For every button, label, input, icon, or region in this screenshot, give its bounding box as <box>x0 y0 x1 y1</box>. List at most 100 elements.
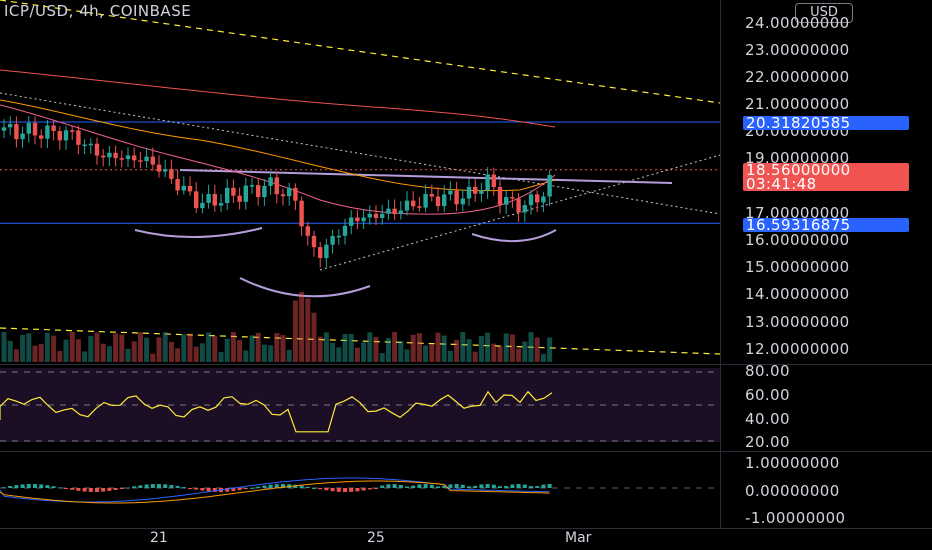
candle-body <box>138 160 143 162</box>
candle-body <box>442 194 447 207</box>
macd-axis-label: 0.00000000 <box>745 482 840 500</box>
macd-histogram-bar <box>516 484 521 488</box>
downtrend-line <box>0 0 721 104</box>
candle-body <box>349 217 354 226</box>
rsi-axis-label: 80.00 <box>745 362 790 380</box>
volume-bar <box>181 334 187 362</box>
candle-body <box>547 174 552 197</box>
current-price-tag: 18.56000000 03:41:48 <box>743 161 909 192</box>
macd-histogram-bar <box>51 486 56 488</box>
macd-histogram-bar <box>57 487 62 489</box>
volume-bar <box>311 312 317 362</box>
time-axis-separator <box>0 528 932 529</box>
candle-body <box>448 190 453 195</box>
volume-bar <box>243 350 249 362</box>
volume-bar <box>162 332 168 362</box>
volume-bar <box>20 334 26 362</box>
candle-body <box>262 185 267 198</box>
descending-dotted-line <box>0 92 721 215</box>
time-axis-label: Mar <box>565 530 592 546</box>
candle-body <box>491 174 496 188</box>
volume-bar <box>63 339 69 362</box>
pane-separator-macd[interactable] <box>0 451 932 452</box>
macd-histogram-bar <box>169 484 174 488</box>
volume-bar <box>94 332 100 362</box>
volume-bar <box>88 335 94 362</box>
candle-body <box>392 208 397 215</box>
volume-bar <box>137 332 143 362</box>
macd-histogram-bar <box>14 485 19 488</box>
candle-body <box>249 185 255 187</box>
interval-label[interactable]: 4h <box>79 2 100 20</box>
volume-bar <box>1 332 7 362</box>
price-label: 23.00000000 <box>745 41 850 59</box>
candle-body <box>156 164 162 172</box>
candle-body <box>398 210 403 215</box>
macd-histogram-bar <box>119 488 124 489</box>
candle-body <box>485 174 490 191</box>
candle-body <box>8 124 13 128</box>
candle-body <box>336 235 341 238</box>
volume-bar <box>268 345 274 362</box>
head-arc <box>239 277 371 298</box>
volume-bar <box>255 332 261 362</box>
symbol-header[interactable]: ICP/USD, 4h, COINBASE <box>4 2 192 20</box>
candle-body <box>541 196 546 203</box>
macd-histogram-bar <box>349 488 354 492</box>
macd-histogram-bar <box>361 488 366 491</box>
macd-histogram-bar <box>522 484 527 488</box>
macd-histogram-bar <box>126 487 130 489</box>
candle-body <box>361 217 366 222</box>
candle-body <box>82 144 87 147</box>
macd-histogram-bar <box>64 488 68 489</box>
candle-body <box>454 190 459 205</box>
macd-histogram-bar <box>473 485 478 488</box>
candle-body <box>287 187 292 197</box>
volume-bar <box>131 341 137 362</box>
volume-bar <box>460 332 466 362</box>
volume-bar <box>51 335 57 362</box>
candle-body <box>45 125 50 139</box>
volume-bar <box>478 336 484 362</box>
volume-bar <box>373 336 379 362</box>
macd-histogram-bar <box>547 484 552 488</box>
macd-histogram-bar <box>429 484 434 488</box>
candle-body <box>88 143 93 146</box>
volume-bar <box>38 344 44 362</box>
volume-bar <box>447 350 453 362</box>
candle-body <box>144 156 149 162</box>
candle-body <box>132 155 137 161</box>
candle-body <box>218 202 224 206</box>
macd-histogram-bar <box>318 488 323 490</box>
pane-separator-rsi[interactable] <box>0 364 932 365</box>
candle-body <box>535 194 540 203</box>
currency-button[interactable]: USD <box>795 3 853 23</box>
candle-body <box>311 235 317 248</box>
macd-histogram-bar <box>268 484 273 488</box>
candle-body <box>516 198 521 213</box>
candle-body <box>466 186 472 199</box>
candle-body <box>237 195 242 202</box>
macd-histogram-bar <box>411 485 416 488</box>
candle-body <box>1 127 7 131</box>
candle-body <box>113 152 118 159</box>
volume-bar <box>125 348 131 362</box>
candle-body <box>522 205 527 213</box>
price-label: 15.00000000 <box>745 258 850 276</box>
macd-histogram-bar <box>423 484 428 488</box>
candle-body <box>243 185 248 202</box>
volume-bar <box>410 334 416 362</box>
volume-bar <box>416 333 422 362</box>
current-price-value: 18.56000000 <box>746 161 851 179</box>
candle-body <box>63 130 69 141</box>
volume-bar <box>100 343 106 362</box>
candle-body <box>39 135 44 139</box>
symbol-label[interactable]: ICP/USD <box>4 2 69 20</box>
price-label: 17.00000000 <box>745 204 850 222</box>
candle-body <box>187 185 193 192</box>
volume-bar <box>330 342 336 362</box>
macd-histogram-bar <box>206 488 211 492</box>
volume-bar <box>361 342 367 362</box>
candle-body <box>373 213 379 218</box>
